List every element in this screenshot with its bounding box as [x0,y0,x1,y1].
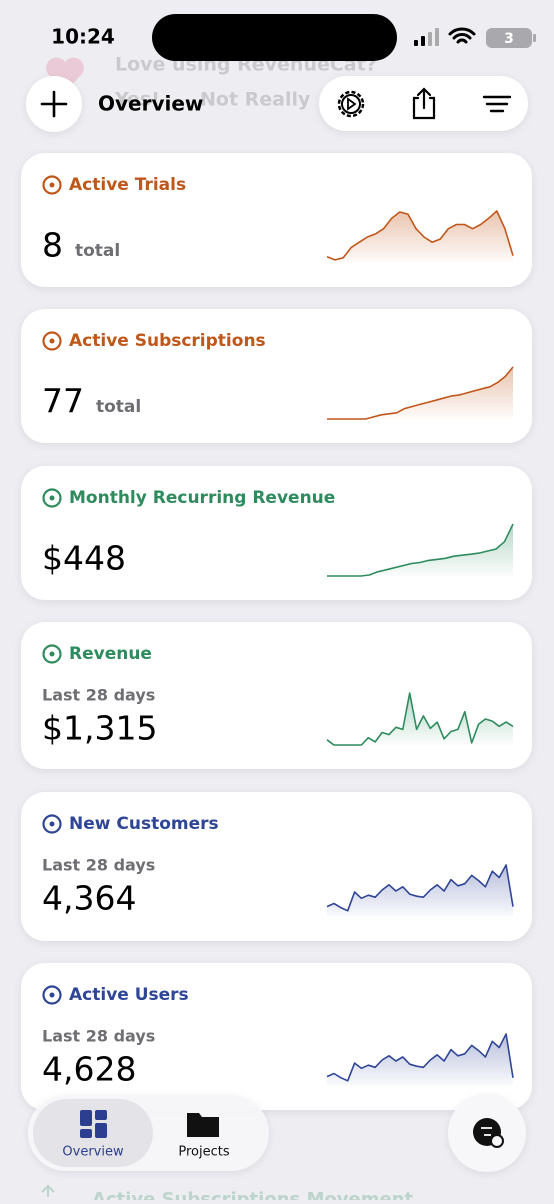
metric-card[interactable]: New Customers Last 28 days 4,364 [21,792,532,941]
signal-icon [414,28,439,46]
card-unit: total [96,397,141,417]
projects-tab-icon [187,1113,219,1137]
card-icon-dot [49,651,55,657]
card-value: $448 [42,539,126,578]
sparkline-area [327,524,513,576]
card-title: Active Subscriptions [69,331,266,351]
card-icon [42,488,62,508]
sparkline [326,864,514,912]
card-icon-dot [49,495,55,501]
card-value: 8 [42,226,63,265]
sparkline [326,1033,514,1082]
card-value: $1,315 [42,709,157,748]
card-subtitle: Last 28 days [42,1027,155,1046]
card-value: 4,364 [42,879,136,918]
battery-icon [486,28,532,48]
card-bg [21,309,532,443]
battery-tip [533,34,536,42]
metric-card[interactable]: Revenue Last 28 days $1,315 [21,622,532,769]
sparkline-area [327,1034,513,1086]
sparkline-area [327,211,513,263]
filter-button[interactable] [482,95,512,113]
overview-tab-icon [80,1110,107,1138]
card-icon-dot [49,992,55,998]
sparkline [326,210,514,261]
share-button[interactable] [412,87,436,120]
next-card-title: Active Subscriptions Movement [92,1189,413,1200]
card-icon-dot [49,182,55,188]
card-icon [42,985,62,1005]
status-time: 10:24 [51,25,115,49]
settings-button[interactable] [337,90,365,118]
card-title: Active Users [69,985,189,1005]
next-card: Active Subscriptions Movement [41,1184,413,1204]
sparkline-area [327,865,513,917]
card-icon [42,644,62,664]
sparkline [327,366,514,420]
card-icon-dot [49,821,55,827]
card-subtitle: Last 28 days [42,686,155,705]
card-title: Active Trials [69,175,186,195]
card-icon [42,814,62,834]
card-unit: total [75,241,120,261]
banner-no[interactable]: Not Really [200,89,311,111]
heart-icon [46,57,84,92]
card-title: Revenue [69,644,152,664]
search-lines [481,1127,492,1136]
sparkline-area [327,367,513,419]
metric-card[interactable]: Active Trials 8 total [21,153,532,287]
tab-selected-bg [33,1099,153,1167]
tab-label[interactable]: Projects [178,1145,229,1160]
search-lens [490,1134,504,1148]
card-value: 4,628 [42,1050,136,1089]
metric-card[interactable]: Active Subscriptions 77 total [21,309,532,443]
card-title: New Customers [69,814,219,834]
card-title: Monthly Recurring Revenue [69,488,335,508]
header-title: Overview [98,92,203,116]
metric-card[interactable]: Monthly Recurring Revenue $448 [21,466,532,600]
battery-level: 3 [504,31,514,47]
wifi-icon [448,27,476,44]
dynamic-island [152,14,397,61]
card-icon [42,331,62,351]
sparkline [326,692,514,746]
card-bg [21,153,532,287]
metric-card[interactable]: Active Users Last 28 days 4,628 [21,963,532,1110]
card-icon-dot [49,338,55,344]
plus-icon [40,90,68,118]
card-bg [21,466,532,600]
banner-yes[interactable]: Yes! [114,89,160,111]
sparkline-area [327,693,513,745]
sparkline [327,523,514,577]
card-icon [42,175,62,195]
tab-label[interactable]: Overview [62,1145,124,1160]
card-list: Active Trials 8 total Active Subscriptions 7… [21,153,532,1110]
card-subtitle: Last 28 days [42,856,155,875]
card-value: 77 [42,382,84,421]
